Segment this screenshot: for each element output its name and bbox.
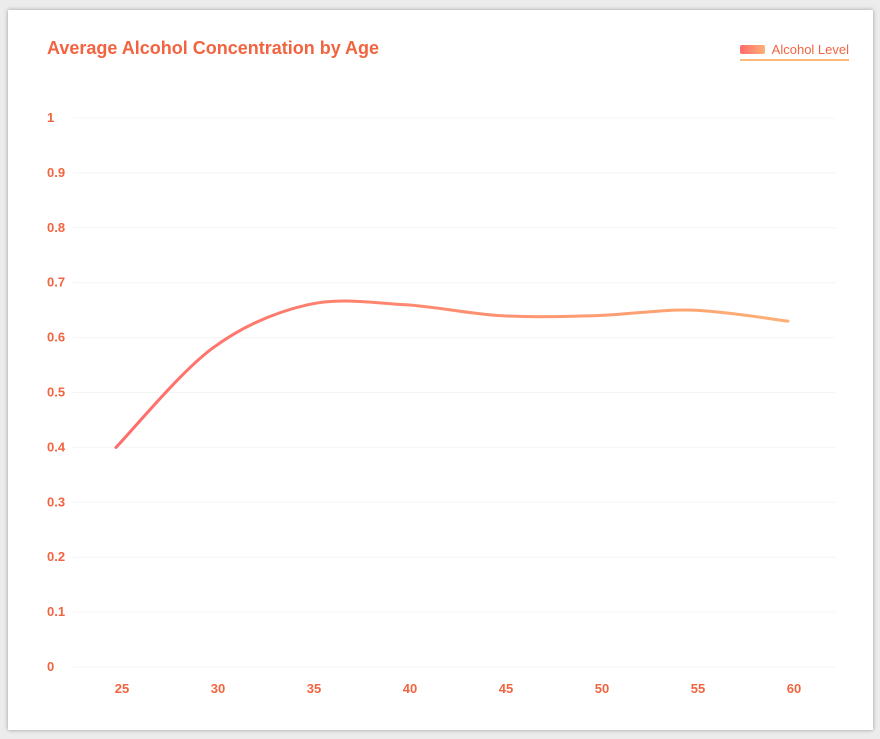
y-tick-label: 0.2 <box>47 549 65 564</box>
data-point[interactable] <box>686 304 698 316</box>
y-tick-label: 0.6 <box>47 330 65 345</box>
y-tick-label: 0.7 <box>47 275 65 290</box>
x-axis: 25 30 35 40 45 50 55 60 <box>115 681 801 696</box>
data-point[interactable] <box>110 441 122 453</box>
legend-label: Alcohol Level <box>771 42 849 57</box>
data-point[interactable] <box>494 310 506 322</box>
data-point[interactable] <box>398 299 410 311</box>
y-tick-label: 0.4 <box>47 439 66 454</box>
series-line[interactable] <box>114 299 790 449</box>
line-chart: 0 0.1 0.2 0.3 0.4 0.5 0.6 0.7 0.8 0.9 1 25 30 35 40 45… <box>47 110 835 696</box>
series-group <box>110 299 794 453</box>
y-axis: 0 0.1 0.2 0.3 0.4 0.5 0.6 0.7 0.8 0.9 1 <box>47 110 66 674</box>
data-point[interactable] <box>206 343 218 355</box>
y-tick-label: 0.3 <box>47 494 65 509</box>
x-tick-label: 60 <box>787 681 801 696</box>
x-tick-label: 50 <box>595 681 609 696</box>
chart-legend[interactable]: Alcohol Level <box>739 42 849 61</box>
y-tick-label: 0.5 <box>47 385 65 400</box>
legend-swatch <box>739 45 765 54</box>
x-tick-label: 35 <box>307 681 321 696</box>
data-point[interactable] <box>782 315 794 327</box>
data-point[interactable] <box>302 299 314 311</box>
y-tick-label: 0.8 <box>47 220 65 235</box>
chart-title: Average Alcohol Concentration by Age <box>47 38 380 58</box>
chart-card: Average Alcohol Concentration by Age Alc… <box>8 10 873 730</box>
data-point[interactable] <box>590 310 602 322</box>
x-tick-label: 40 <box>403 681 417 696</box>
y-tick-label: 0 <box>47 659 54 674</box>
x-tick-label: 30 <box>211 681 225 696</box>
x-tick-label: 55 <box>691 681 705 696</box>
x-tick-label: 25 <box>115 681 129 696</box>
y-tick-label: 0.1 <box>47 604 65 619</box>
y-tick-label: 1 <box>47 110 54 125</box>
x-tick-label: 45 <box>499 681 513 696</box>
y-tick-label: 0.9 <box>47 165 65 180</box>
grid-lines <box>73 117 835 668</box>
